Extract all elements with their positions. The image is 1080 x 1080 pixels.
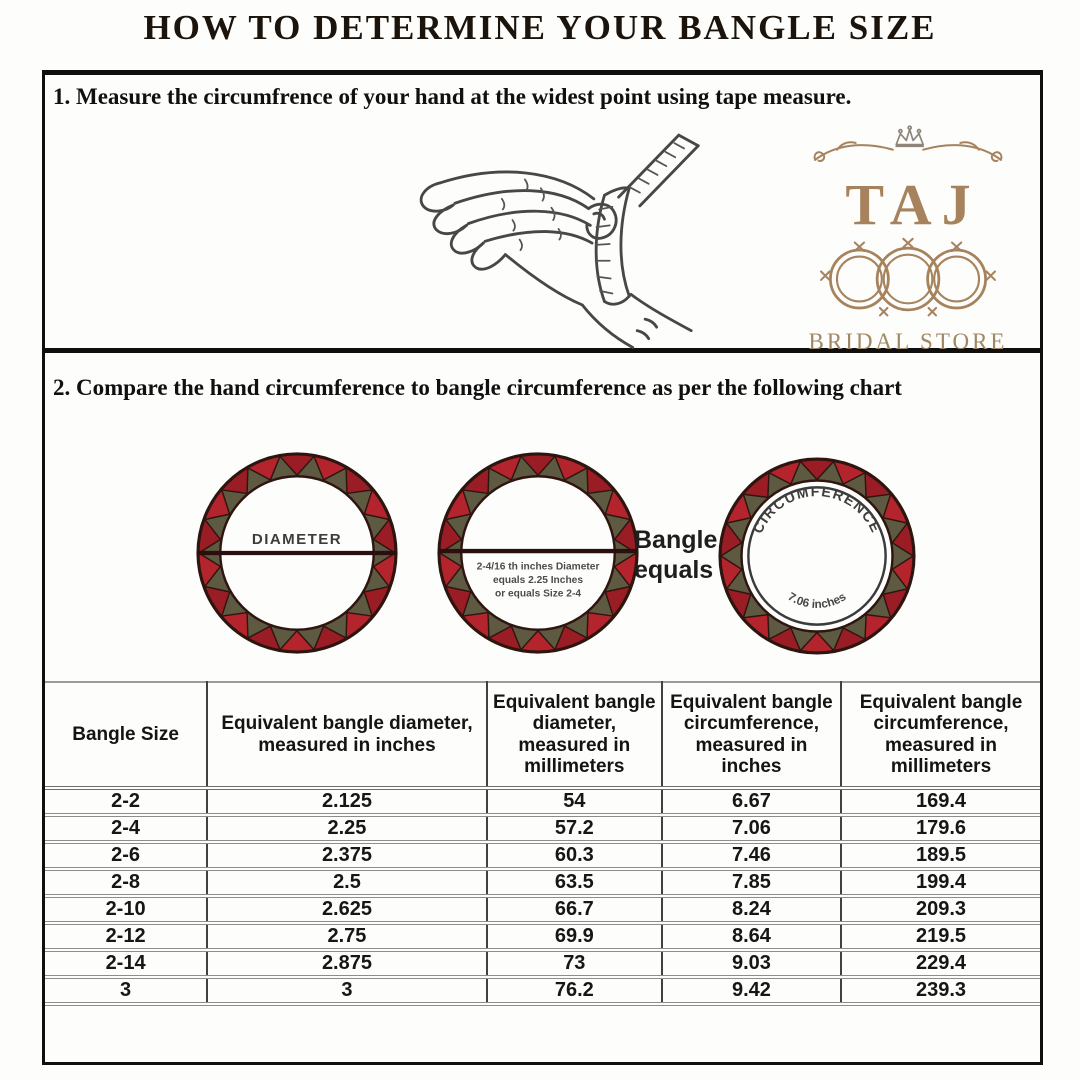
- size-note-line: or equals Size 2-4: [495, 589, 581, 600]
- table-cell: 3: [207, 977, 488, 1006]
- table-cell: 76.2: [486, 977, 663, 1006]
- brand-name: TAJ: [845, 172, 981, 237]
- table-cell: 63.5: [486, 869, 663, 898]
- table-cell: 199.4: [840, 869, 1040, 898]
- table-cell: 8.24: [661, 896, 842, 925]
- table-row: 2-14 2.875 73 9.03 229.4: [45, 950, 1040, 979]
- table-cell: 2-14: [45, 950, 209, 979]
- bangle-circumference-diagram: CIRCUMFERENCE 7.06 inches: [716, 455, 918, 657]
- svg-text:7.06 inches: 7.06 inches: [786, 590, 849, 611]
- table-cell: 209.3: [840, 896, 1040, 925]
- table-cell: 69.9: [486, 923, 663, 952]
- table-cell: 9.42: [661, 977, 842, 1006]
- size-chart: Bangle Size Equivalent bangle diameter, m…: [45, 681, 1040, 1006]
- page-title: HOW TO DETERMINE YOUR BANGLE SIZE: [143, 8, 937, 47]
- circumference-value: 7.06 inches: [786, 590, 849, 611]
- bangle-size-example-diagram: 2-4/16 th inches Diameter equals 2.25 In…: [435, 450, 641, 662]
- brand-subtitle: BRIDAL STORE: [808, 329, 1008, 354]
- bangle-diameter-diagram: DIAMETER: [194, 450, 400, 662]
- column-header: Equivalent bangle circumference, measure…: [840, 681, 1040, 790]
- table-cell: 2-4: [45, 815, 209, 844]
- table-cell: 229.4: [840, 950, 1040, 979]
- table-cell: 73: [486, 950, 663, 979]
- table-cell: 2.5: [207, 869, 488, 898]
- table-cell: 2-8: [45, 869, 209, 898]
- table-cell: 6.67: [661, 788, 842, 817]
- table-cell: 7.06: [661, 815, 842, 844]
- table-cell: 66.7: [486, 896, 663, 925]
- table-cell: 2.375: [207, 842, 488, 871]
- table-cell: 219.5: [840, 923, 1040, 952]
- column-header: Equivalent bangle circumference, measure…: [661, 681, 842, 790]
- table-cell: 8.64: [661, 923, 842, 952]
- size-note-line: equals 2.25 Inches: [493, 575, 583, 586]
- table-cell: 7.46: [661, 842, 842, 871]
- table-cell: 7.85: [661, 869, 842, 898]
- diameter-label: DIAMETER: [252, 531, 342, 548]
- table-header-row: Bangle Size Equivalent bangle diameter, m…: [45, 681, 1040, 790]
- table-cell: 239.3: [840, 977, 1040, 1006]
- table-cell: 3: [45, 977, 209, 1006]
- table-cell: 2-6: [45, 842, 209, 871]
- table-row: 2-2 2.125 54 6.67 169.4: [45, 788, 1040, 817]
- table-cell: 2.125: [207, 788, 488, 817]
- table-row: 3 3 76.2 9.42 239.3: [45, 977, 1040, 1006]
- hand-tape-measure-illustration: [419, 133, 700, 349]
- table-row: 2-8 2.5 63.5 7.85 199.4: [45, 869, 1040, 898]
- bangle-equals-label: Bangle equals: [634, 526, 718, 584]
- table-cell: 169.4: [840, 788, 1040, 817]
- three-rings-icon: [820, 237, 996, 317]
- table-row: 2-6 2.375 60.3 7.46 189.5: [45, 842, 1040, 871]
- table-cell: 2.25: [207, 815, 488, 844]
- table-cell: 2.875: [207, 950, 488, 979]
- column-header: Bangle Size: [45, 681, 209, 790]
- table-cell: 179.6: [840, 815, 1040, 844]
- step2-instruction: 2. Compare the hand circumference to ban…: [53, 375, 902, 400]
- step2-section: 2. Compare the hand circumference to ban…: [42, 353, 1043, 1065]
- table-cell: 9.03: [661, 950, 842, 979]
- step1-section: 1. Measure the circumfrence of your hand…: [42, 70, 1043, 355]
- table-cell: 2-10: [45, 896, 209, 925]
- table-cell: 60.3: [486, 842, 663, 871]
- table-cell: 2.625: [207, 896, 488, 925]
- size-table: Bangle Size Equivalent bangle diameter, m…: [45, 681, 1040, 1006]
- table-cell: 2.75: [207, 923, 488, 952]
- table-cell: 2-2: [45, 788, 209, 817]
- column-header: Equivalent bangle diameter, measured in …: [486, 681, 663, 790]
- table-cell: 189.5: [840, 842, 1040, 871]
- table-cell: 2-12: [45, 923, 209, 952]
- size-note-line: 2-4/16 th inches Diameter: [477, 562, 600, 573]
- table-row: 2-12 2.75 69.9 8.64 219.5: [45, 923, 1040, 952]
- brand-logo: TAJ BRIDAL STORE: [788, 121, 1028, 355]
- logo-crown-flourish-icon: [813, 125, 1003, 162]
- table-row: 2-4 2.25 57.2 7.06 179.6: [45, 815, 1040, 844]
- step1-instruction: 1. Measure the circumfrence of your hand…: [53, 84, 852, 109]
- column-header: Equivalent bangle diameter, measured in …: [207, 681, 488, 790]
- table-cell: 54: [486, 788, 663, 817]
- table-row: 2-10 2.625 66.7 8.24 209.3: [45, 896, 1040, 925]
- table-cell: 57.2: [486, 815, 663, 844]
